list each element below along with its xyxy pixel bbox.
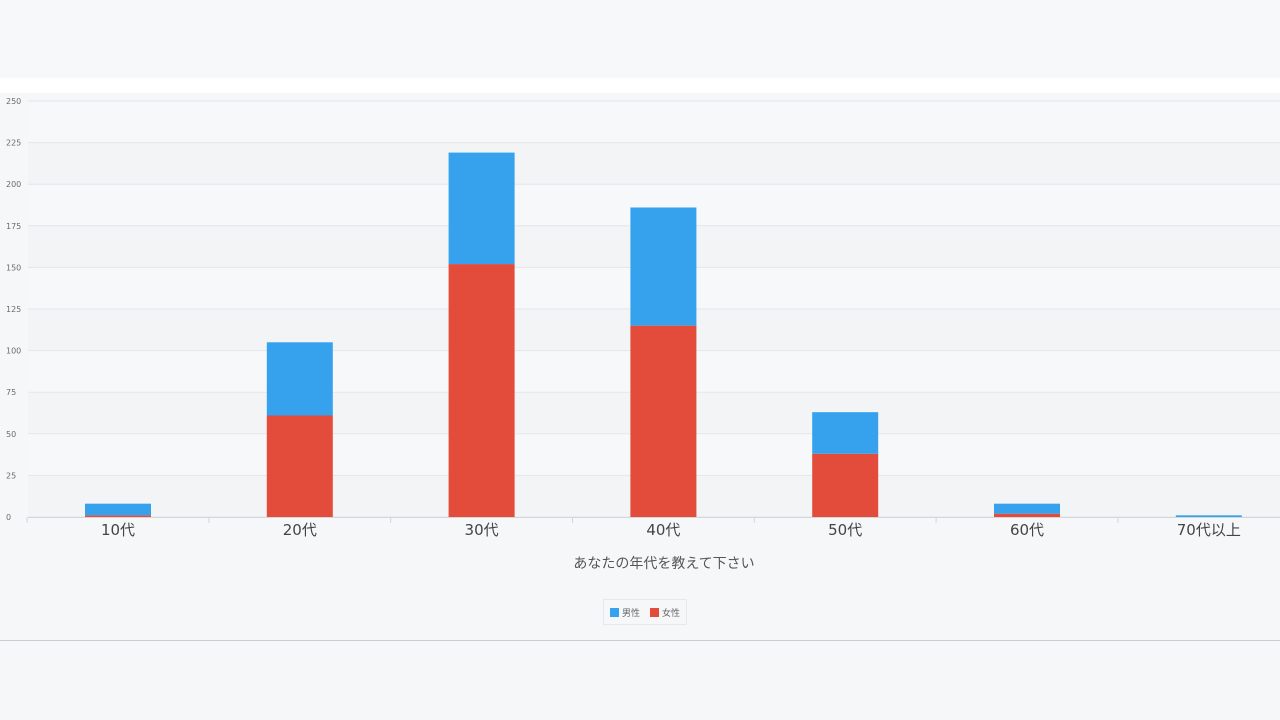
legend-swatch (610, 607, 619, 617)
bar-segment (630, 325, 697, 517)
legend-item[interactable]: 女性 (650, 606, 680, 619)
x-tick-label: 50代 (828, 521, 862, 539)
y-tick-label: 200 (6, 180, 21, 189)
bar-segment (266, 342, 333, 416)
legend-label: 女性 (662, 608, 681, 619)
bar-segment (994, 513, 1060, 517)
x-tick-label: 70代以上 (1177, 521, 1241, 539)
x-tick-label: 10代 (101, 521, 135, 539)
x-axis: 10代 20代 30代 40代 50代 60代 70代以上 (26, 517, 1280, 539)
top-band (0, 0, 1280, 78)
grid-band (28, 142, 1280, 185)
legend-swatch (650, 607, 660, 617)
bar-segment (448, 264, 515, 517)
x-tick-label: 60代 (1010, 521, 1044, 539)
header-separator (0, 78, 1280, 92)
legend: 男性 女性 (603, 599, 688, 625)
bar-segment (630, 207, 697, 326)
bar-segment (812, 453, 879, 517)
y-tick-label: 175 (6, 222, 21, 231)
bars (85, 152, 1242, 517)
y-tick-label: 50 (6, 430, 16, 439)
y-tick-label: 75 (6, 388, 16, 397)
bar-segment (812, 412, 879, 454)
y-tick-label: 25 (6, 471, 16, 480)
y-tick-label: 100 (6, 347, 21, 356)
bar-segment (1175, 515, 1242, 517)
bottom-divider (0, 640, 1280, 641)
x-tick-label: 20代 (283, 521, 317, 539)
legend-item[interactable]: 男性 (610, 606, 640, 619)
x-axis-title: あなたの年代を教えて下さい (573, 556, 754, 572)
bar-segment (448, 152, 515, 265)
y-tick-label: 150 (6, 263, 21, 272)
y-tick-label: 250 (6, 97, 21, 106)
x-tick-label: 40代 (646, 521, 680, 539)
grid-band (28, 101, 1280, 143)
y-tick-label: 125 (6, 305, 21, 314)
bar-segment (994, 503, 1060, 514)
y-axis-ticks: 0 25 50 75 100 125 150 175 200 225 250 (6, 97, 21, 522)
bar-segment (85, 503, 151, 516)
bar-segment (266, 415, 333, 517)
legend-label: 男性 (622, 608, 641, 619)
y-tick-label: 225 (6, 139, 21, 148)
bar-segment (85, 515, 151, 517)
x-tick-label: 30代 (465, 521, 499, 539)
y-tick-label: 0 (6, 513, 11, 522)
